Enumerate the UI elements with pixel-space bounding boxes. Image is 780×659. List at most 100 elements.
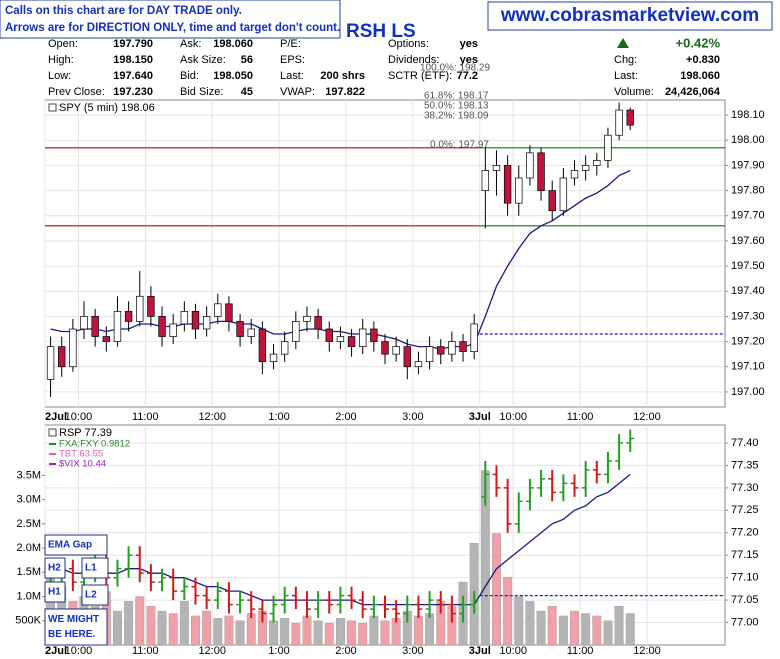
quote-label: Ask Size: xyxy=(180,54,226,66)
summary-value: +0.830 xyxy=(686,54,720,66)
x-tick-label: 11:00 xyxy=(567,411,594,423)
y-tick-label: 197.90 xyxy=(731,159,765,171)
quote-value: 198.060 xyxy=(213,38,253,50)
quote-label: EPS: xyxy=(280,54,305,66)
y-tick-label: 197.40 xyxy=(731,285,765,297)
y-tick-label: 77.25 xyxy=(731,504,759,516)
candle-body xyxy=(236,321,244,337)
y-tick-label: 197.70 xyxy=(731,210,765,222)
candle-body xyxy=(581,165,590,171)
website: www.cobrasmarketview.com xyxy=(500,5,759,26)
quote-label: Dividends: xyxy=(388,54,439,66)
y-tick-label: 197.50 xyxy=(731,260,765,272)
annotation: L1 xyxy=(85,563,97,574)
quote-value: yes xyxy=(460,38,478,50)
volume-bar xyxy=(302,615,312,646)
candle-body xyxy=(158,316,166,337)
volume-tick-label: 500K xyxy=(15,615,41,627)
volume-bar xyxy=(525,601,535,646)
candle-body xyxy=(459,341,467,352)
quote-value: 77.2 xyxy=(457,70,478,82)
x-tick-label: 3:00 xyxy=(402,411,423,423)
candle-body xyxy=(626,109,634,126)
candle-body xyxy=(437,346,445,355)
overlay-legend: $VIX 10.44 xyxy=(59,459,106,470)
volume-bar xyxy=(558,615,568,646)
candle-body xyxy=(336,336,345,342)
candle-body xyxy=(381,341,389,355)
volume-bar xyxy=(291,622,301,646)
volume-bar xyxy=(113,610,122,646)
notice-box xyxy=(0,0,341,39)
volume-bar xyxy=(280,618,290,646)
x-tick-label: 11:00 xyxy=(567,645,594,657)
candle-body xyxy=(292,321,300,342)
quote-value: 197.230 xyxy=(113,86,153,98)
fib-label: 61.8%: 198.17 xyxy=(424,91,489,102)
candle-body xyxy=(202,316,211,330)
x-tick-label: 2:00 xyxy=(335,411,356,423)
x-tick-label: 12:00 xyxy=(198,411,226,423)
title-marker xyxy=(48,103,57,112)
volume-bar xyxy=(369,615,379,646)
candle-body xyxy=(147,295,155,317)
x-tick-label: 2:00 xyxy=(335,645,356,657)
volume-bar xyxy=(625,613,635,646)
volume-tick-label: 1.5M xyxy=(17,566,41,578)
y-tick-label: 197.60 xyxy=(731,235,765,247)
y-tick-label: 77.20 xyxy=(731,527,759,539)
fib-label: 0.0%: 197.97 xyxy=(430,140,489,151)
candle-body xyxy=(325,328,333,342)
candle-body xyxy=(136,295,144,322)
quote-label: VWAP: xyxy=(280,86,315,98)
candle-body xyxy=(180,311,189,325)
volume-bar xyxy=(547,606,557,646)
x-tick-label: 3Jul xyxy=(469,411,491,423)
volume-bar xyxy=(157,610,167,646)
candle-body xyxy=(526,152,534,179)
volume-bar xyxy=(347,620,356,646)
volume-bar xyxy=(514,596,524,646)
quote-label: Last: xyxy=(280,70,304,82)
candle-body xyxy=(548,190,556,212)
candle-body xyxy=(470,323,478,352)
x-tick-label: 12:00 xyxy=(633,411,661,423)
candle-body xyxy=(537,152,545,191)
change-pct: +0.42% xyxy=(676,35,721,50)
quote-value: 198.050 xyxy=(213,70,253,82)
y-tick-label: 197.30 xyxy=(731,310,765,322)
candle-body xyxy=(403,346,411,368)
y-tick-label: 77.10 xyxy=(731,572,759,584)
candle-body xyxy=(492,165,501,171)
y-tick-label: 77.05 xyxy=(731,594,759,606)
annotation-box xyxy=(44,581,66,603)
candle-body xyxy=(58,346,66,368)
volume-bar xyxy=(324,622,334,646)
candle-body xyxy=(359,328,367,347)
summary-label: Chg: xyxy=(614,54,637,66)
quote-label: P/E: xyxy=(280,38,301,50)
volume-tick-label: 1.0M xyxy=(17,590,41,602)
candle-body xyxy=(347,336,356,347)
candle-body xyxy=(481,170,490,191)
quote-value: 198.150 xyxy=(113,54,153,66)
annotation: WE MIGHT BE HERE. xyxy=(48,614,99,640)
volume-bar xyxy=(313,620,323,646)
candle-body xyxy=(69,328,77,368)
y-tick-label: 197.20 xyxy=(731,335,765,347)
chart-title: RSP 77.39 xyxy=(59,427,112,439)
volume-bar xyxy=(536,610,546,646)
volume-bar xyxy=(358,622,368,646)
annotation-box xyxy=(44,608,108,646)
fib-label: 50.0%: 198.13 xyxy=(424,101,489,112)
title-marker xyxy=(48,428,57,437)
candle-body xyxy=(570,170,579,179)
quote-value: 56 xyxy=(241,54,253,66)
quote-label: SCTR (ETF): xyxy=(388,70,452,82)
candle-body xyxy=(113,311,122,342)
x-tick-label: 10:00 xyxy=(65,645,93,657)
volume-tick-label: 3.0M xyxy=(17,494,41,506)
volume-bar xyxy=(614,606,624,646)
x-tick-label: 1:00 xyxy=(268,411,289,423)
